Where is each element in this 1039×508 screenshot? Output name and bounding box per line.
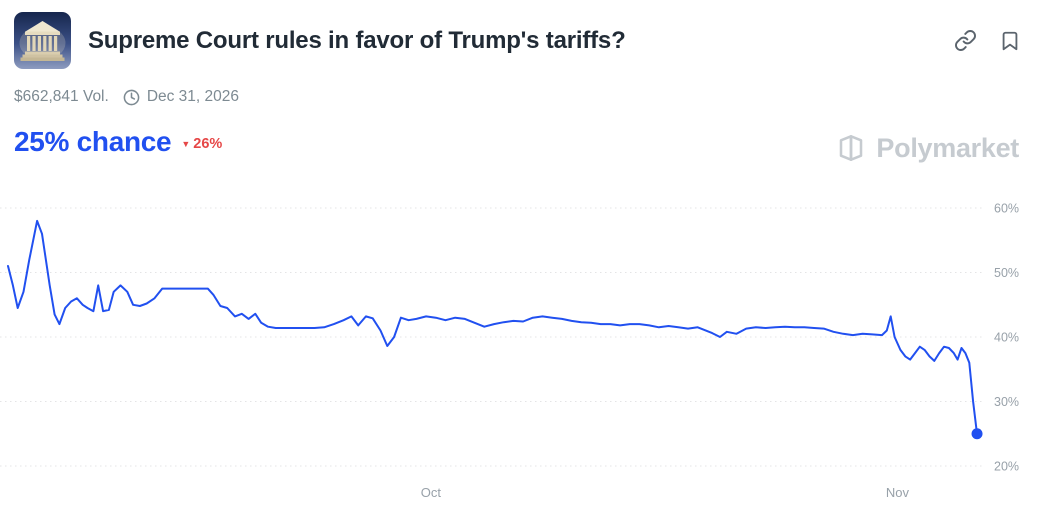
copy-link-icon[interactable] [954,29,977,52]
price-line [7,219,978,435]
price-change-value: 26% [193,136,223,152]
y-axis-label: 30% [994,395,1019,409]
y-axis-label: 60% [994,202,1019,216]
price-chart[interactable]: 60% 50% 40% 30% 20% Oct Nov [0,191,1039,506]
current-price-dot [971,428,983,440]
polymarket-watermark: Polymarket [835,132,1019,164]
market-meta: $662,841 Vol. Dec 31, 2026 [0,88,1039,106]
chance-value: 25% chance [14,126,172,157]
chance-row: 25% chance ▼ 26% Polymarket [0,120,1039,164]
market-title: Supreme Court rules in favor of Trump's … [88,26,626,54]
y-axis-label: 20% [994,460,1019,474]
volume-label: $662,841 Vol. [14,88,109,105]
end-date-label: Dec 31, 2026 [146,88,240,105]
polymarket-logo-text: Polymarket [876,132,1019,163]
polymarket-logo-icon [840,135,863,162]
x-axis-label: Nov [886,485,910,500]
clock-icon [123,89,140,106]
supreme-court-building-icon [14,12,71,69]
x-axis-label: Oct [421,485,442,500]
price-change: ▼ 26% [181,136,222,152]
market-thumbnail [14,12,71,69]
y-axis-label: 40% [994,331,1019,345]
header-actions [954,29,1021,52]
price-chart-container: 60% 50% 40% 30% 20% Oct Nov [0,191,1039,506]
arrow-down-icon: ▼ [181,138,191,149]
bookmark-icon[interactable] [999,30,1021,52]
y-axis-label: 50% [994,266,1019,280]
market-header: Supreme Court rules in favor of Trump's … [0,12,1039,69]
